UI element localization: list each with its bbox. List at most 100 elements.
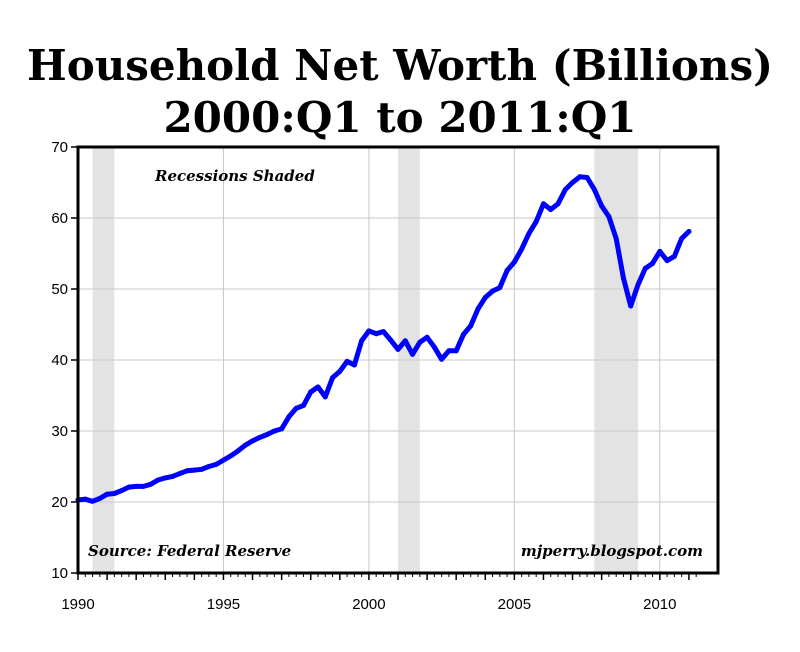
data-point — [264, 432, 270, 438]
data-point — [606, 214, 612, 220]
data-point — [373, 331, 379, 337]
chart-title-line1: Household Net Worth (Billions) — [27, 41, 773, 90]
data-point — [97, 495, 103, 501]
data-point — [620, 275, 626, 281]
data-point — [642, 265, 648, 271]
data-point — [635, 282, 641, 288]
data-point — [359, 338, 365, 344]
y-tick-label: 60 — [51, 210, 68, 227]
data-point — [242, 442, 248, 448]
data-point — [104, 491, 110, 497]
data-point — [206, 464, 212, 469]
data-point — [235, 448, 241, 454]
data-point — [519, 246, 525, 252]
recessions-annotation: Recessions Shaded — [154, 167, 315, 185]
data-point — [351, 362, 357, 368]
axes: 10 20 30 40 50 60 70 1990 1995 2000 2005 2010 — [51, 139, 697, 613]
data-point — [119, 488, 125, 494]
data-point — [417, 339, 423, 345]
data-point — [170, 473, 176, 479]
x-tick-label: 2010 — [643, 596, 676, 613]
data-point — [526, 231, 532, 237]
data-point — [177, 471, 183, 477]
data-point — [540, 201, 546, 207]
data-point — [162, 475, 168, 481]
data-point — [213, 461, 219, 467]
data-point — [388, 337, 394, 343]
data-point — [380, 329, 386, 335]
data-point — [657, 248, 663, 254]
data-point — [395, 346, 401, 352]
chart-title-line2: 2000:Q1 to 2011:Q1 — [163, 93, 637, 142]
data-point — [126, 484, 132, 490]
data-point — [82, 496, 88, 502]
data-point — [191, 467, 197, 473]
data-point — [199, 466, 205, 472]
x-tick-label: 1990 — [61, 596, 94, 613]
data-point — [279, 426, 285, 432]
data-point — [271, 428, 277, 434]
x-tick-label: 1995 — [207, 596, 240, 613]
data-point — [671, 253, 677, 259]
data-point — [446, 348, 452, 354]
data-point — [591, 187, 597, 193]
data-point — [366, 328, 372, 334]
y-tick-label: 20 — [51, 494, 68, 511]
source-annotation: Source: Federal Reserve — [88, 542, 291, 560]
data-point — [482, 295, 488, 301]
y-tick-label: 70 — [51, 139, 68, 156]
y-tick-label: 50 — [51, 281, 68, 298]
data-point — [599, 203, 605, 209]
data-point — [148, 481, 154, 487]
data-point — [555, 201, 561, 207]
data-point — [220, 457, 226, 463]
data-point — [90, 498, 96, 504]
data-point — [155, 477, 161, 483]
data-point — [133, 483, 139, 489]
data-point — [468, 323, 474, 329]
data-point — [650, 260, 656, 266]
data-point — [293, 405, 299, 411]
y-tick-label: 10 — [51, 565, 68, 582]
data-point — [300, 402, 306, 408]
data-point — [250, 438, 256, 444]
data-point — [613, 236, 619, 242]
data-point — [308, 389, 314, 395]
data-point — [257, 434, 263, 440]
gridlines — [78, 147, 718, 573]
data-point — [490, 288, 496, 294]
x-tick-label: 2005 — [498, 596, 531, 613]
data-point — [330, 375, 336, 381]
data-point — [344, 358, 350, 364]
data-point — [184, 468, 190, 474]
data-point — [460, 331, 466, 337]
data-point — [475, 306, 481, 312]
data-point — [511, 259, 517, 265]
data-point — [337, 368, 343, 374]
data-point — [664, 258, 670, 264]
data-point — [111, 490, 117, 496]
data-point — [504, 268, 510, 274]
data-point — [410, 351, 416, 357]
data-point — [570, 180, 576, 185]
y-tick-label: 40 — [51, 352, 68, 369]
x-tick-label: 2000 — [352, 596, 385, 613]
data-point — [453, 348, 459, 354]
y-tick-label: 30 — [51, 423, 68, 440]
data-point — [322, 394, 328, 400]
data-point — [140, 483, 146, 489]
data-point — [533, 219, 539, 225]
data-point — [548, 206, 554, 212]
data-point — [228, 453, 234, 459]
data-point — [402, 338, 408, 344]
data-point — [315, 384, 321, 390]
credit-annotation: mjperry.blogspot.com — [521, 542, 703, 560]
data-point — [686, 228, 692, 234]
data-point — [286, 414, 292, 420]
data-point — [628, 303, 634, 309]
data-point — [497, 285, 503, 291]
data-point — [431, 344, 437, 350]
data-point — [679, 236, 685, 242]
data-point — [562, 187, 568, 193]
